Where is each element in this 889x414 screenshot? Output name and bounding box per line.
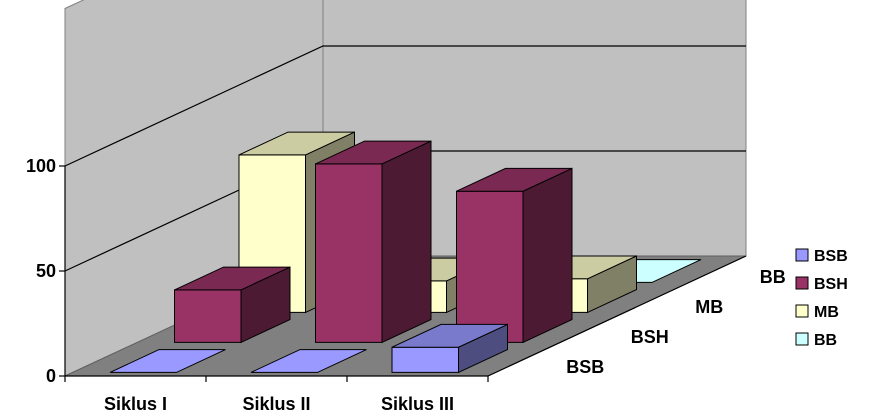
depth-tick-label: BSH xyxy=(631,327,669,347)
bar-front xyxy=(456,190,524,343)
bar-top xyxy=(456,167,573,192)
depth-tick-label: MB xyxy=(695,297,723,317)
y-tick-label: 0 xyxy=(46,366,56,386)
bar-top xyxy=(250,349,367,373)
legend-swatch xyxy=(795,248,809,262)
legend-swatch xyxy=(795,276,809,290)
depth-tick-label: BSB xyxy=(566,357,604,377)
gridline xyxy=(64,45,746,167)
bar-top xyxy=(238,131,355,156)
bar xyxy=(391,323,508,374)
bar xyxy=(109,349,226,373)
chart-bars xyxy=(109,131,702,374)
bar-front xyxy=(174,289,242,343)
legend-label: MB xyxy=(814,304,839,321)
legend-swatch xyxy=(795,332,809,346)
chart-labels: 0 50 100 Siklus I Siklus II Siklus III BSB BSH M… xyxy=(26,156,786,414)
bar-top xyxy=(315,140,432,165)
bar-side xyxy=(522,167,573,344)
depth-tick-label: BB xyxy=(760,267,786,287)
bar-side xyxy=(381,140,432,344)
x-tick-label: Siklus III xyxy=(381,394,454,414)
y-tick-label: 100 xyxy=(26,156,56,176)
legend-swatch xyxy=(795,304,809,318)
y-tick-label: 50 xyxy=(36,261,56,281)
bar xyxy=(250,349,367,373)
bar xyxy=(315,140,432,344)
legend-label: BSH xyxy=(814,276,848,293)
bar-top xyxy=(109,349,226,373)
x-tick-label: Siklus II xyxy=(242,394,310,414)
legend: BSB BSH MB BB xyxy=(790,238,889,362)
x-tick-label: Siklus I xyxy=(104,394,167,414)
bar xyxy=(456,167,573,344)
bar-front xyxy=(391,346,459,373)
bar-top xyxy=(391,323,508,348)
depth-axis-line xyxy=(487,255,747,377)
bar-front xyxy=(315,163,383,343)
legend-label: BSB xyxy=(814,248,848,265)
bar-top xyxy=(174,266,291,291)
bar xyxy=(174,266,291,344)
legend-label: BB xyxy=(814,332,837,349)
